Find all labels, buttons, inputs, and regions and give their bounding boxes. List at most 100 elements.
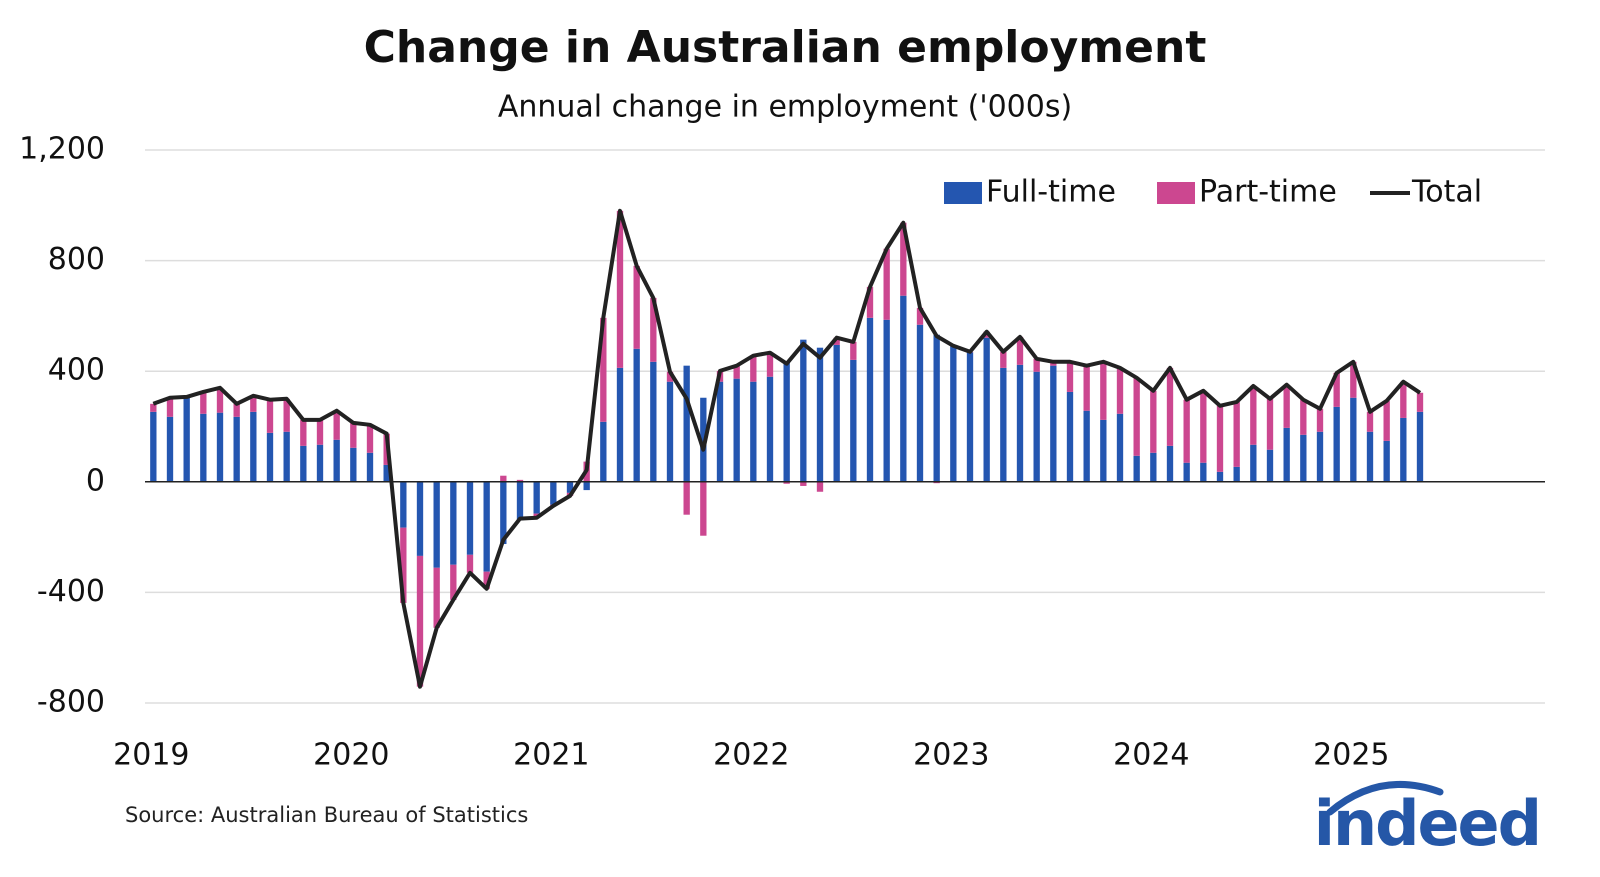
bar [500,475,507,482]
bar [650,297,657,362]
bar [1333,406,1340,482]
bar [1200,390,1207,463]
bar [1116,413,1124,482]
bar [566,481,574,493]
bar [400,527,407,603]
bar [1416,392,1424,412]
bar [766,352,774,377]
bar [1250,444,1257,482]
bar [400,481,407,528]
x-tick-label: 2024 [1113,738,1189,773]
bar [900,295,907,482]
legend: Full-time Part-time Total [944,175,1482,210]
bar [1016,336,1024,365]
bar [250,411,257,482]
bar [333,439,340,482]
bar [1416,411,1424,482]
bar [516,481,524,521]
bar [1383,440,1390,482]
bar [1400,417,1407,482]
bar [250,395,257,412]
y-tick-label: 0 [86,463,105,498]
bar [366,452,374,482]
bar [1250,385,1257,445]
bar [733,378,740,482]
bar [1266,398,1274,450]
bar [450,481,457,565]
bar [1300,434,1307,482]
bar [700,397,707,482]
bar [1033,371,1040,482]
bar [533,481,540,514]
bar [1233,401,1240,467]
bar [1283,427,1290,482]
bar [716,381,724,482]
bar [1366,431,1374,482]
bar [1016,364,1024,482]
bar [1150,390,1157,453]
bar [316,444,324,482]
bar [1133,377,1140,456]
chart-title: Change in Australian employment [364,22,1207,73]
bar [866,317,874,482]
y-tick-label: -400 [37,574,105,609]
bar [1350,397,1357,482]
bar [816,481,824,492]
y-tick-label: -800 [37,685,105,720]
bar [266,399,274,433]
legend-label: Full-time [986,175,1116,210]
bar [1166,445,1174,482]
bar [283,398,290,432]
bar [466,481,474,555]
bar [1216,471,1224,482]
bar [683,481,690,515]
bar [1283,384,1290,428]
bar [1366,411,1374,432]
bar [733,365,740,379]
bar [1083,365,1090,411]
bar [1066,391,1074,482]
bar [633,265,640,349]
bar [283,431,290,482]
bar [183,397,190,482]
bar [750,355,757,382]
legend-label: Part-time [1199,175,1337,210]
bar [966,352,974,482]
bar [1100,361,1107,420]
bar [1183,462,1190,482]
y-tick-label: 1,200 [19,132,105,167]
bar [1000,367,1007,482]
bar [650,361,657,482]
bar [750,381,757,482]
bar [783,481,790,484]
bar [350,447,357,482]
bar [883,248,890,320]
logo-arc [1326,780,1444,816]
source-note: Source: Australian Bureau of Statistics [125,803,528,827]
bar [866,286,874,318]
bar [433,481,440,568]
bar [816,347,824,482]
bar [833,337,840,345]
bar [150,403,157,412]
bar [666,371,674,382]
legend-swatch [1157,182,1195,204]
x-tick-label: 2023 [913,738,989,773]
bar [983,337,990,482]
bar [416,555,424,687]
bar [1233,466,1240,482]
bar [1316,408,1324,432]
bar [1050,365,1057,482]
bar [233,403,240,417]
bar [800,481,807,486]
bar [616,367,624,482]
bar [1150,452,1157,482]
bar [933,334,940,482]
legend-label: Total [1411,175,1482,210]
bar [1216,405,1224,472]
legend-swatch [944,182,982,204]
x-tick-label: 2025 [1313,738,1389,773]
bar [833,344,840,482]
x-tick-label: 2020 [313,738,389,773]
bar [850,359,857,482]
